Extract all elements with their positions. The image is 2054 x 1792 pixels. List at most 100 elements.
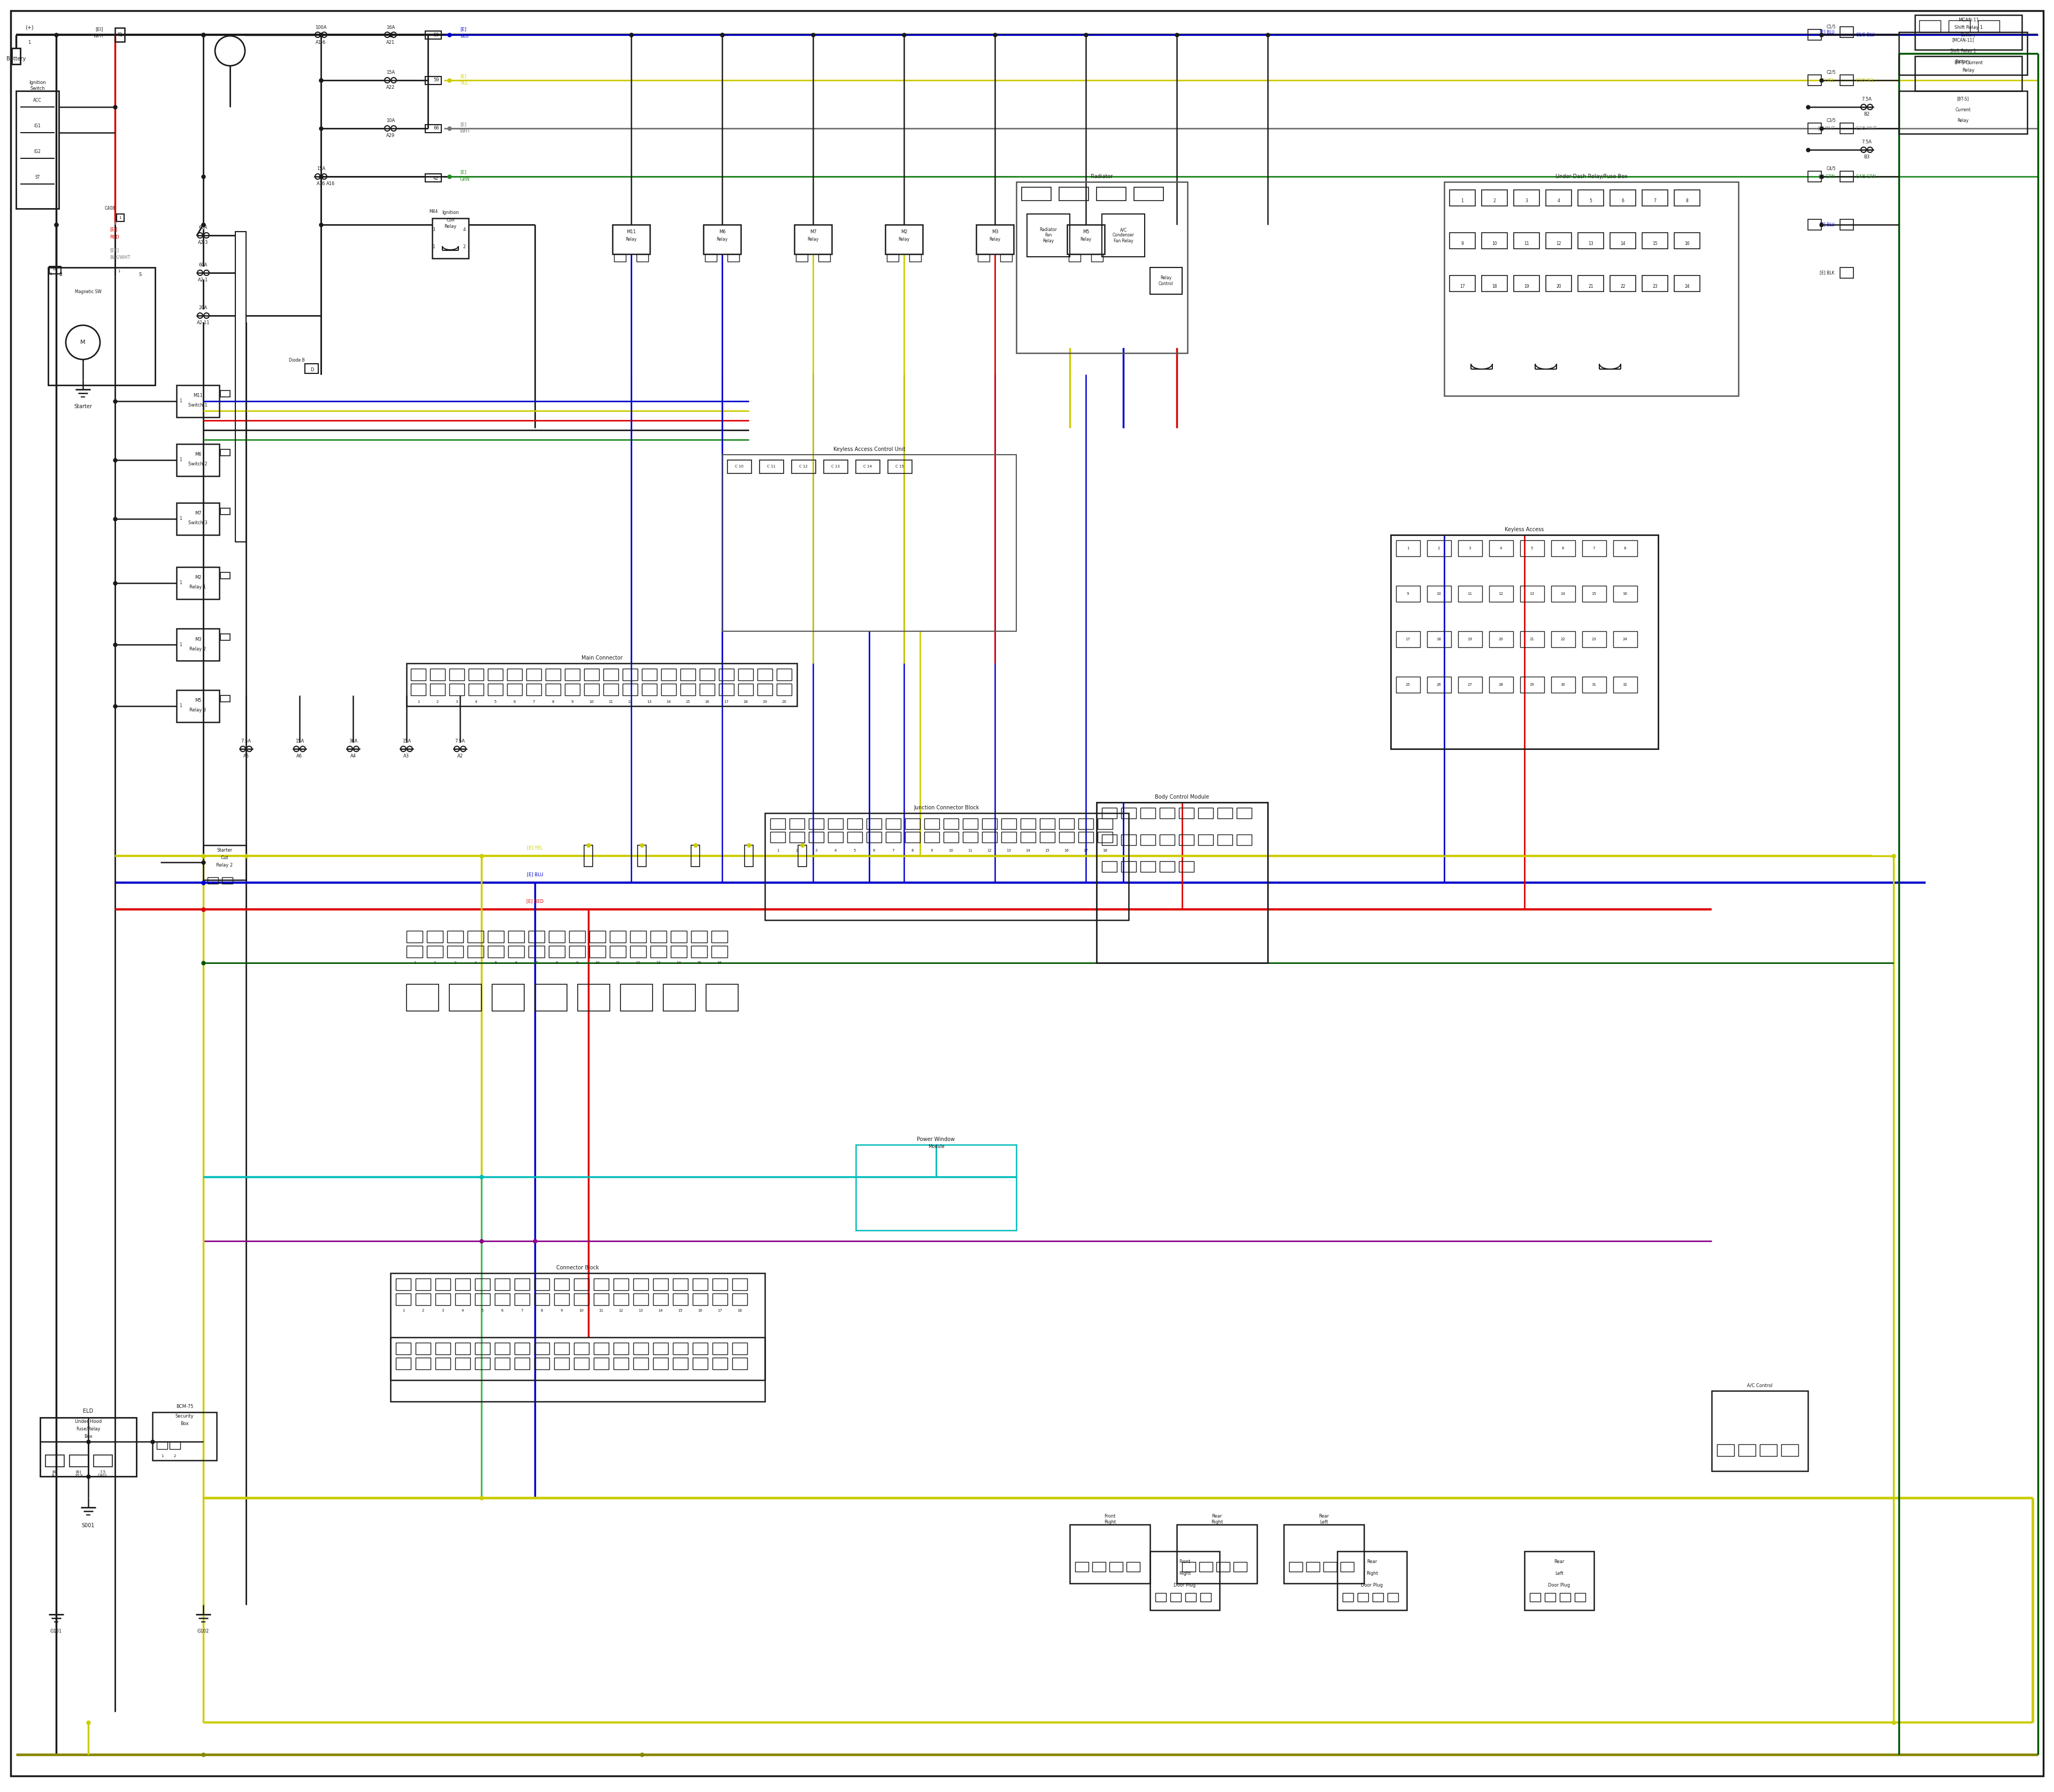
Text: C408: C408	[105, 206, 115, 211]
Text: C1/5 BLU: C1/5 BLU	[1857, 32, 1875, 38]
Bar	[507, 946, 524, 957]
Bar	[817, 254, 830, 262]
Bar	[569, 930, 585, 943]
Bar	[489, 683, 503, 695]
Bar	[733, 1358, 748, 1369]
Bar	[493, 984, 524, 1011]
Bar	[1530, 1593, 1540, 1602]
Bar	[177, 690, 220, 722]
Bar	[555, 1358, 569, 1369]
Bar	[887, 461, 912, 473]
Bar	[1343, 1593, 1354, 1602]
Bar	[555, 1294, 569, 1305]
Text: A5: A5	[242, 754, 249, 758]
Bar	[1674, 190, 1701, 206]
Text: 8: 8	[912, 849, 914, 853]
Text: 7: 7	[522, 1308, 524, 1312]
Bar	[674, 1358, 688, 1369]
Text: 1: 1	[179, 457, 181, 462]
Text: Keyless Access Control Unit: Keyless Access Control Unit	[834, 446, 906, 452]
Text: 1: 1	[417, 701, 419, 704]
Text: 4: 4	[462, 228, 466, 233]
Text: 15: 15	[1651, 240, 1658, 246]
Text: [E]: [E]	[460, 73, 466, 79]
Bar	[700, 668, 715, 681]
Text: C 10: C 10	[735, 464, 744, 468]
Text: Under-Dash Relay/Fuse Box: Under-Dash Relay/Fuse Box	[1555, 174, 1627, 179]
Text: Starter: Starter	[218, 848, 232, 853]
Text: Relay
Control: Relay Control	[1158, 276, 1173, 287]
Text: 7.5A: 7.5A	[1861, 97, 1871, 102]
Text: IG2: IG2	[35, 149, 41, 154]
Text: A2-11: A2-11	[197, 321, 210, 326]
Bar	[1489, 539, 1514, 556]
Bar	[1284, 1525, 1364, 1584]
Text: 10: 10	[1436, 591, 1442, 595]
Bar	[1610, 190, 1635, 206]
Text: 7: 7	[1653, 199, 1656, 202]
Bar	[631, 946, 647, 957]
Text: 1: 1	[179, 400, 181, 403]
Text: 17: 17	[717, 1308, 723, 1312]
Text: 8: 8	[1625, 547, 1627, 550]
Text: Ignition
Switch: Ignition Switch	[29, 81, 45, 91]
Text: 1: 1	[431, 246, 435, 249]
Text: Magnetic SW: Magnetic SW	[74, 289, 101, 294]
Bar	[809, 831, 824, 842]
Bar	[495, 1278, 509, 1290]
Bar	[1840, 124, 1853, 134]
Bar	[1097, 819, 1113, 830]
Text: 14: 14	[1561, 591, 1565, 595]
Bar	[1372, 1593, 1382, 1602]
Bar	[885, 831, 902, 842]
Text: [E] BLK: [E] BLK	[1820, 271, 1834, 276]
Bar	[220, 572, 230, 579]
Bar	[791, 461, 815, 473]
Bar	[1582, 586, 1606, 602]
Text: 21: 21	[1588, 283, 1594, 289]
Bar	[528, 946, 544, 957]
Text: 1: 1	[49, 272, 51, 276]
Bar	[1397, 586, 1419, 602]
Bar	[555, 1278, 569, 1290]
Bar	[1840, 267, 1853, 278]
Bar	[943, 819, 959, 830]
Text: Relay: Relay	[898, 237, 910, 242]
Text: A16: A16	[327, 181, 335, 186]
Text: 11: 11	[1467, 591, 1473, 595]
Bar	[1918, 20, 1941, 32]
Bar	[1337, 1552, 1407, 1611]
Text: Relay: Relay	[444, 224, 456, 229]
Bar	[713, 1278, 727, 1290]
Bar	[411, 683, 425, 695]
Bar	[1458, 539, 1483, 556]
Bar	[1391, 536, 1658, 749]
Text: Relay: Relay	[1962, 68, 1974, 73]
Bar	[456, 1342, 470, 1355]
Text: C 13: C 13	[832, 464, 840, 468]
Text: 23: 23	[1592, 638, 1596, 642]
Bar	[495, 1358, 509, 1369]
Text: Fuse/Relay: Fuse/Relay	[76, 1426, 101, 1432]
Bar	[220, 695, 230, 702]
Text: B2: B2	[1863, 113, 1869, 116]
Bar	[431, 219, 468, 258]
Bar	[1612, 586, 1637, 602]
Text: 15: 15	[1045, 849, 1050, 853]
Text: Door Plug: Door Plug	[1173, 1582, 1195, 1588]
Text: C4/5 GRN: C4/5 GRN	[1857, 174, 1875, 179]
Text: 5: 5	[481, 1308, 483, 1312]
Bar	[1582, 677, 1606, 694]
Text: 10: 10	[1491, 240, 1497, 246]
Bar	[555, 1342, 569, 1355]
Bar	[661, 683, 676, 695]
Text: 16: 16	[1064, 849, 1068, 853]
Bar	[776, 668, 791, 681]
Text: S: S	[140, 272, 142, 276]
Text: Relay 1: Relay 1	[189, 584, 205, 590]
Bar	[1109, 1563, 1124, 1572]
Bar	[1002, 831, 1017, 842]
Text: [E] RED: [E] RED	[526, 900, 544, 903]
Bar	[692, 1342, 709, 1355]
Text: 7: 7	[536, 961, 538, 964]
